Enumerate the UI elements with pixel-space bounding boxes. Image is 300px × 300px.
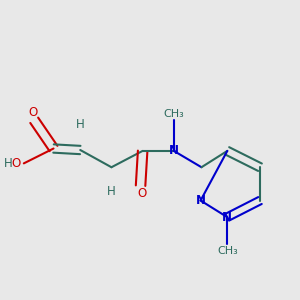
Text: H: H: [76, 118, 85, 131]
Text: N: N: [222, 211, 232, 224]
Text: CH₃: CH₃: [217, 246, 238, 256]
Text: O: O: [137, 187, 147, 200]
Text: CH₃: CH₃: [164, 109, 184, 119]
Text: O: O: [12, 157, 21, 170]
Text: N: N: [196, 194, 206, 207]
Text: O: O: [28, 106, 38, 119]
Text: H: H: [107, 185, 116, 198]
Text: H: H: [4, 157, 13, 170]
Text: N: N: [169, 144, 179, 158]
